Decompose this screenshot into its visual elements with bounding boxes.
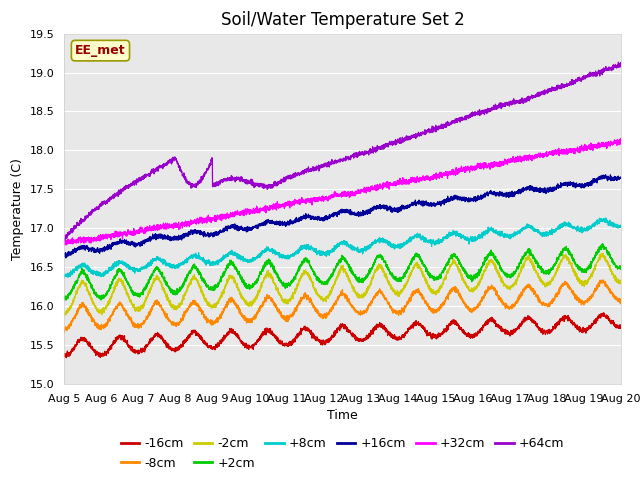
Y-axis label: Temperature (C): Temperature (C) — [11, 158, 24, 260]
Legend: -16cm, -8cm, -2cm, +2cm, +8cm, +16cm, +32cm, +64cm: -16cm, -8cm, -2cm, +2cm, +8cm, +16cm, +3… — [116, 432, 569, 475]
X-axis label: Time: Time — [327, 409, 358, 422]
Text: EE_met: EE_met — [75, 44, 126, 57]
Title: Soil/Water Temperature Set 2: Soil/Water Temperature Set 2 — [221, 11, 464, 29]
